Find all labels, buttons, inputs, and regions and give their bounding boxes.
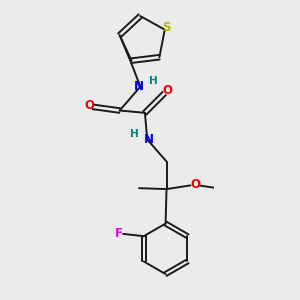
Text: S: S <box>162 21 171 34</box>
Text: O: O <box>84 99 94 112</box>
Text: H: H <box>149 76 158 86</box>
Text: O: O <box>190 178 200 191</box>
Text: O: O <box>162 84 172 97</box>
Text: N: N <box>134 80 143 93</box>
Text: N: N <box>144 133 154 146</box>
Text: H: H <box>130 129 139 139</box>
Text: F: F <box>116 227 123 240</box>
